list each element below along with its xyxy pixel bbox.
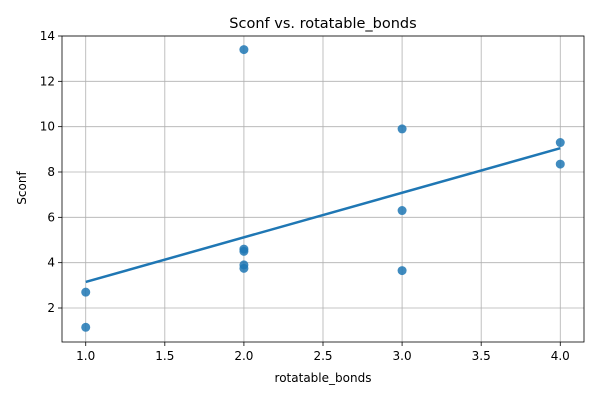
x-tick-label: 2.5 [313,349,332,363]
data-point [555,138,565,148]
y-tick-label: 6 [47,210,55,224]
grid-lines [62,35,584,342]
x-tick-label: 2.0 [234,349,253,363]
trend-line [85,146,561,284]
data-point [239,45,249,55]
data-point [397,206,407,216]
x-tick-label: 4.0 [551,349,570,363]
chart-title: Sconf vs. rotatable_bonds [229,16,416,32]
data-point [81,287,91,297]
data-points [81,45,565,332]
trend-line-group [85,146,561,284]
y-tick-label: 4 [47,256,55,270]
x-tick-label: 1.0 [76,349,95,363]
x-axis-label: rotatable_bonds [275,371,372,385]
y-tick-label: 12 [40,74,55,88]
x-tick-label: 3.5 [472,349,491,363]
y-tick-label: 2 [47,301,55,315]
x-tick-label: 1.5 [155,349,174,363]
y-axis-ticks: 2 4 6 8 10 12 14 [40,29,62,315]
data-point [239,246,249,256]
x-tick-label: 3.0 [393,349,412,363]
y-tick-label: 14 [40,29,55,43]
data-point [555,159,565,169]
y-axis-label: Sconf [15,171,29,205]
y-tick-label: 10 [40,120,55,134]
data-point [239,263,249,273]
data-point [397,124,407,134]
x-axis-ticks: 1.0 1.5 2.0 2.5 3.0 3.5 4.0 [76,342,570,363]
data-point [397,266,407,276]
y-tick-label: 8 [47,165,55,179]
data-point [81,322,91,332]
